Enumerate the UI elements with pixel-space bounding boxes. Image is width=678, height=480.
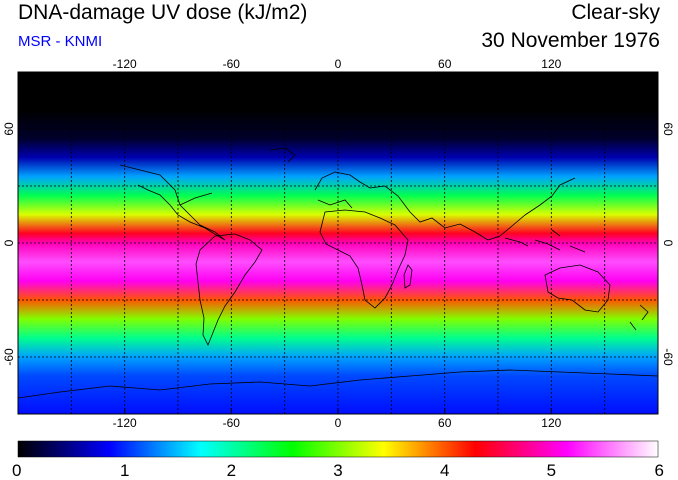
lat-labels-left: 60 0 -60 bbox=[2, 122, 16, 366]
lat-label-right: -60 bbox=[661, 348, 675, 366]
lon-label-bottom: -60 bbox=[223, 416, 241, 430]
colorbar-label: 3 bbox=[333, 461, 342, 480]
colorbar-label: 5 bbox=[547, 461, 556, 480]
lon-label-top: 60 bbox=[438, 57, 452, 71]
lon-label-bottom: -120 bbox=[113, 416, 137, 430]
coast-eurasia bbox=[314, 171, 576, 241]
grid-lines bbox=[18, 72, 658, 414]
lon-label-top: -120 bbox=[113, 57, 137, 71]
coast-indonesia bbox=[504, 229, 586, 253]
lat-label-right: 60 bbox=[661, 122, 675, 136]
coast-greenland bbox=[269, 147, 296, 163]
lon-label-bottom: 60 bbox=[438, 416, 452, 430]
coast-north-america bbox=[119, 164, 226, 241]
colorbar-label: 6 bbox=[655, 461, 664, 480]
lat-label-left: 0 bbox=[2, 239, 16, 246]
coast-australia bbox=[544, 264, 611, 313]
lon-label-bottom: 0 bbox=[335, 416, 342, 430]
lat-label-right: 0 bbox=[661, 240, 675, 247]
sky-condition-label: Clear-sky bbox=[571, 1, 660, 24]
colorbar-labels: 0 1 2 3 4 5 6 bbox=[12, 461, 664, 480]
source-label: MSR - KNMI bbox=[18, 33, 103, 50]
lon-label-top: -60 bbox=[223, 57, 241, 71]
coastlines bbox=[18, 147, 658, 399]
colorbar-label: 1 bbox=[120, 461, 129, 480]
colorbar bbox=[17, 440, 659, 458]
lon-label-top: 120 bbox=[541, 57, 561, 71]
colorbar-label: 4 bbox=[440, 461, 449, 480]
lon-labels-bottom: -120 -60 0 60 120 bbox=[113, 416, 562, 430]
lat-label-left: 60 bbox=[2, 122, 16, 136]
coast-new-zealand bbox=[629, 304, 649, 331]
map-title: DNA-damage UV dose (kJ/m2) bbox=[18, 1, 308, 24]
colorbar-label: 0 bbox=[12, 461, 21, 480]
date-label: 30 November 1976 bbox=[481, 29, 660, 52]
lon-label-bottom: 120 bbox=[541, 416, 561, 430]
lat-label-left: -60 bbox=[2, 348, 16, 366]
lon-labels-top: -120 -60 0 60 120 bbox=[113, 57, 562, 71]
lat-labels-right: 60 0 -60 bbox=[661, 122, 675, 366]
lon-label-top: 0 bbox=[335, 57, 342, 71]
tick-marks bbox=[124, 72, 552, 414]
coast-antarctica bbox=[18, 369, 658, 399]
colorbar-label: 2 bbox=[227, 461, 236, 480]
coast-madagascar bbox=[403, 264, 413, 289]
coast-south-america bbox=[195, 233, 263, 346]
